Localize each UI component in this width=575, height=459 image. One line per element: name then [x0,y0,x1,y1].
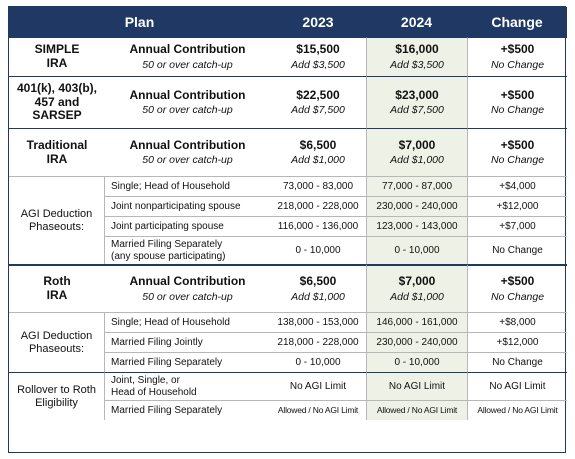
simple-contribution-label: Annual Contribution 50 or over catch-up [105,37,270,76]
rollover-row-2024: Allowed / No AGI Limit [366,400,467,420]
value: $7,000 [398,137,436,152]
roth-row-desc: Married Filing Separately [105,352,270,372]
roth-row-2024: 0 - 10,000 [366,352,467,372]
change-value: +$500 [500,42,535,57]
catch-up-value: Add $1,000 [390,154,444,167]
roth-row-change: +$12,000 [467,332,567,352]
trad-row-change: +$4,000 [467,176,567,196]
catch-up-label: 50 or over catch-up [142,154,233,167]
simple-2023: $15,500 Add $3,500 [270,37,366,76]
catch-up-change: No Change [490,290,545,303]
catch-up-label: 50 or over catch-up [142,58,233,71]
roth-row-2023: 0 - 10,000 [270,352,366,372]
trad-row-desc: Joint participating spouse [105,216,270,236]
rollover-row-2023: Allowed / No AGI Limit [270,400,366,420]
catch-up-value: Add $1,000 [291,290,345,303]
rollover-eligibility-label: Rollover to Roth Eligibility [9,372,105,420]
catch-up-value: Add $1,000 [390,290,444,303]
roth-contribution-label: Annual Contribution 50 or over catch-up [105,264,270,312]
roth-row-change: No Change [467,352,567,372]
roth-row-2024: 230,000 - 240,000 [366,332,467,352]
annual-contribution-label: Annual Contribution [129,137,246,152]
trad-row-change: +$12,000 [467,196,567,216]
catch-up-change: No Change [490,58,545,71]
rollover-row-desc: Joint, Single, or Head of Household [105,372,270,400]
simple-2024: $16,000 Add $3,500 [366,37,467,76]
header-2023: 2023 [270,7,366,37]
value: $6,500 [299,137,337,152]
trad-row-2023: 218,000 - 228,000 [270,196,366,216]
change-value: +$500 [500,137,535,152]
trad-row-change: No Change [467,236,567,264]
catch-up-label: 50 or over catch-up [142,104,233,117]
trad-row-desc: Single; Head of Household [105,176,270,196]
roth-row-2023: 218,000 - 228,000 [270,332,366,352]
change-value: +$500 [500,274,535,289]
change-value: +$500 [500,87,535,102]
rollover-row-2023: No AGI Limit [270,372,366,400]
roth-row-2023: 138,000 - 153,000 [270,312,366,332]
roth-row-2024: 146,000 - 161,000 [366,312,467,332]
trad-2024: $7,000 Add $1,000 [366,128,467,176]
roth-change: +$500 No Change [467,264,567,312]
annual-contribution-label: Annual Contribution [129,42,246,57]
catch-up-change: No Change [490,154,545,167]
roth-row-desc: Single; Head of Household [105,312,270,332]
trad-row-2024: 230,000 - 240,000 [366,196,467,216]
plan-roth-ira: Roth IRA [9,264,105,312]
trad-agi-phaseouts-label: AGI Deduction Phaseouts: [9,176,105,264]
trad-row-2023: 0 - 10,000 [270,236,366,264]
header-2024: 2024 [366,7,467,37]
trad-row-2024: 123,000 - 143,000 [366,216,467,236]
value: $15,500 [296,42,340,57]
plan-traditional-ira: Traditional IRA [9,128,105,176]
catch-up-value: Add $1,000 [291,154,345,167]
value: $22,500 [296,87,340,102]
roth-2024: $7,000 Add $1,000 [366,264,467,312]
contribution-limits-table: Plan 2023 2024 Change SIMPLE IRA Annual … [8,6,567,453]
roth-agi-phaseouts-label: AGI Deduction Phaseouts: [9,312,105,372]
trad-2023: $6,500 Add $1,000 [270,128,366,176]
header-change: Change [467,7,567,37]
value: $6,500 [299,274,337,289]
k401-2023: $22,500 Add $7,500 [270,76,366,128]
roth-row-desc: Married Filing Jointly [105,332,270,352]
trad-row-change: +$7,000 [467,216,567,236]
value: $16,000 [395,42,439,57]
rollover-row-2024: No AGI Limit [366,372,467,400]
value: $7,000 [398,274,436,289]
catch-up-label: 50 or over catch-up [142,290,233,303]
trad-row-desc: Married Filing Separately (any spouse pa… [105,236,270,264]
roth-2023: $6,500 Add $1,000 [270,264,366,312]
header-plan: Plan [9,7,270,37]
trad-contribution-label: Annual Contribution 50 or over catch-up [105,128,270,176]
rollover-row-change: No AGI Limit [467,372,567,400]
k401-2024: $23,000 Add $7,500 [366,76,467,128]
roth-row-change: +$8,000 [467,312,567,332]
trad-row-desc: Joint nonparticipating spouse [105,196,270,216]
trad-row-2023: 73,000 - 83,000 [270,176,366,196]
rollover-row-desc: Married Filing Separately [105,400,270,420]
catch-up-value: Add $3,500 [291,58,345,71]
rollover-row-change: Allowed / No AGI Limit [467,400,567,420]
trad-change: +$500 No Change [467,128,567,176]
catch-up-change: No Change [490,104,545,117]
catch-up-value: Add $7,500 [291,104,345,117]
trad-row-2023: 116,000 - 136,000 [270,216,366,236]
annual-contribution-label: Annual Contribution [129,87,246,102]
k401-contribution-label: Annual Contribution 50 or over catch-up [105,76,270,128]
catch-up-value: Add $3,500 [390,58,444,71]
trad-row-2024: 0 - 10,000 [366,236,467,264]
annual-contribution-label: Annual Contribution [129,274,246,289]
plan-simple-ira: SIMPLE IRA [9,37,105,76]
trad-row-2024: 77,000 - 87,000 [366,176,467,196]
catch-up-value: Add $7,500 [390,104,444,117]
simple-change: +$500 No Change [467,37,567,76]
k401-change: +$500 No Change [467,76,567,128]
plan-401k: 401(k), 403(b), 457 and SARSEP [9,76,105,128]
value: $23,000 [395,87,439,102]
